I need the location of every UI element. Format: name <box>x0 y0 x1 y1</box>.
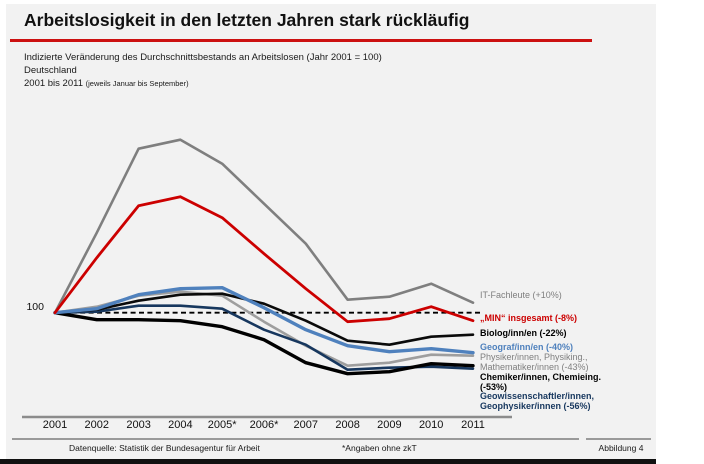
legend-label: Physiker/innen, Physiking., <box>480 352 588 362</box>
footer-divider-right <box>586 438 651 440</box>
legend-entry: „MIN“ insgesamt (-8%) <box>480 313 650 324</box>
legend-label: Biolog/inn/en (-22%) <box>480 328 567 338</box>
data-source-note: Datenquelle: Statistik der Bundesagentur… <box>69 443 260 453</box>
legend-entry: Geograf/inn/en (-40%) <box>480 342 650 353</box>
figure-number-label: Abbildung 4 <box>598 443 644 453</box>
slide-bottom-bar <box>0 459 656 464</box>
legend-label: Geograf/inn/en (-40%) <box>480 342 574 352</box>
legend-label: Geophysiker/innen (-56%) <box>480 400 591 411</box>
x-tick-2006: 2006* <box>249 419 279 431</box>
x-tick-2009: 2009 <box>377 419 402 431</box>
legend-entry: IT-Fachleute (+10%) <box>480 290 650 301</box>
x-tick-2002: 2002 <box>84 419 110 431</box>
footer-divider-left <box>12 438 579 440</box>
subtitle-period: 2001 bis 2011 <box>24 78 83 89</box>
x-tick-2008: 2008 <box>335 419 360 431</box>
legend-entry: Biolog/inn/en (-22%) <box>480 328 650 339</box>
asterisk-footnote: *Angaben ohne zkT <box>342 443 417 453</box>
legend-label: Geowissenschaftler/innen, <box>480 391 595 401</box>
chart-subtitle: Indizierte Veränderung des Durchschnitts… <box>24 51 584 90</box>
x-tick-2007: 2007 <box>293 419 319 431</box>
legend-entry: Geowissenschaftler/innen, Geophysiker/inn… <box>480 391 650 412</box>
baseline-label: 100 <box>26 301 44 313</box>
title-underline <box>10 39 592 42</box>
legend-entry: Chemiker/innen, Chemieing. (-53%) <box>480 372 650 393</box>
x-tick-2005: 2005* <box>207 419 237 431</box>
x-tick-2011: 2011 <box>461 419 485 431</box>
subtitle-period-note: (jeweils Januar bis September) <box>85 79 189 88</box>
legend-label: Chemiker/innen, Chemieing. <box>480 372 602 382</box>
legend-label: Mathematiker/innen (-43%) <box>480 361 589 372</box>
subtitle-line-3: 2001 bis 2011 (jeweils Januar bis Septem… <box>24 77 584 90</box>
page-title: Arbeitslosigkeit in den letzten Jahren s… <box>24 10 470 30</box>
legend-label: „MIN“ insgesamt (-8%) <box>480 313 578 323</box>
x-tick-2001: 2001 <box>42 419 68 431</box>
legend-label: IT-Fachleute (+10%) <box>480 290 562 300</box>
subtitle-line-2: Deutschland <box>24 65 77 76</box>
x-tick-2003: 2003 <box>126 419 151 431</box>
legend-label: (-53%) <box>480 381 508 392</box>
x-tick-2010: 2010 <box>418 419 444 431</box>
subtitle-line-1: Indizierte Veränderung des Durchschnitts… <box>24 52 382 63</box>
x-tick-2004: 2004 <box>168 419 193 431</box>
legend-entry: Physiker/innen, Physiking., Mathematiker/… <box>480 352 650 373</box>
